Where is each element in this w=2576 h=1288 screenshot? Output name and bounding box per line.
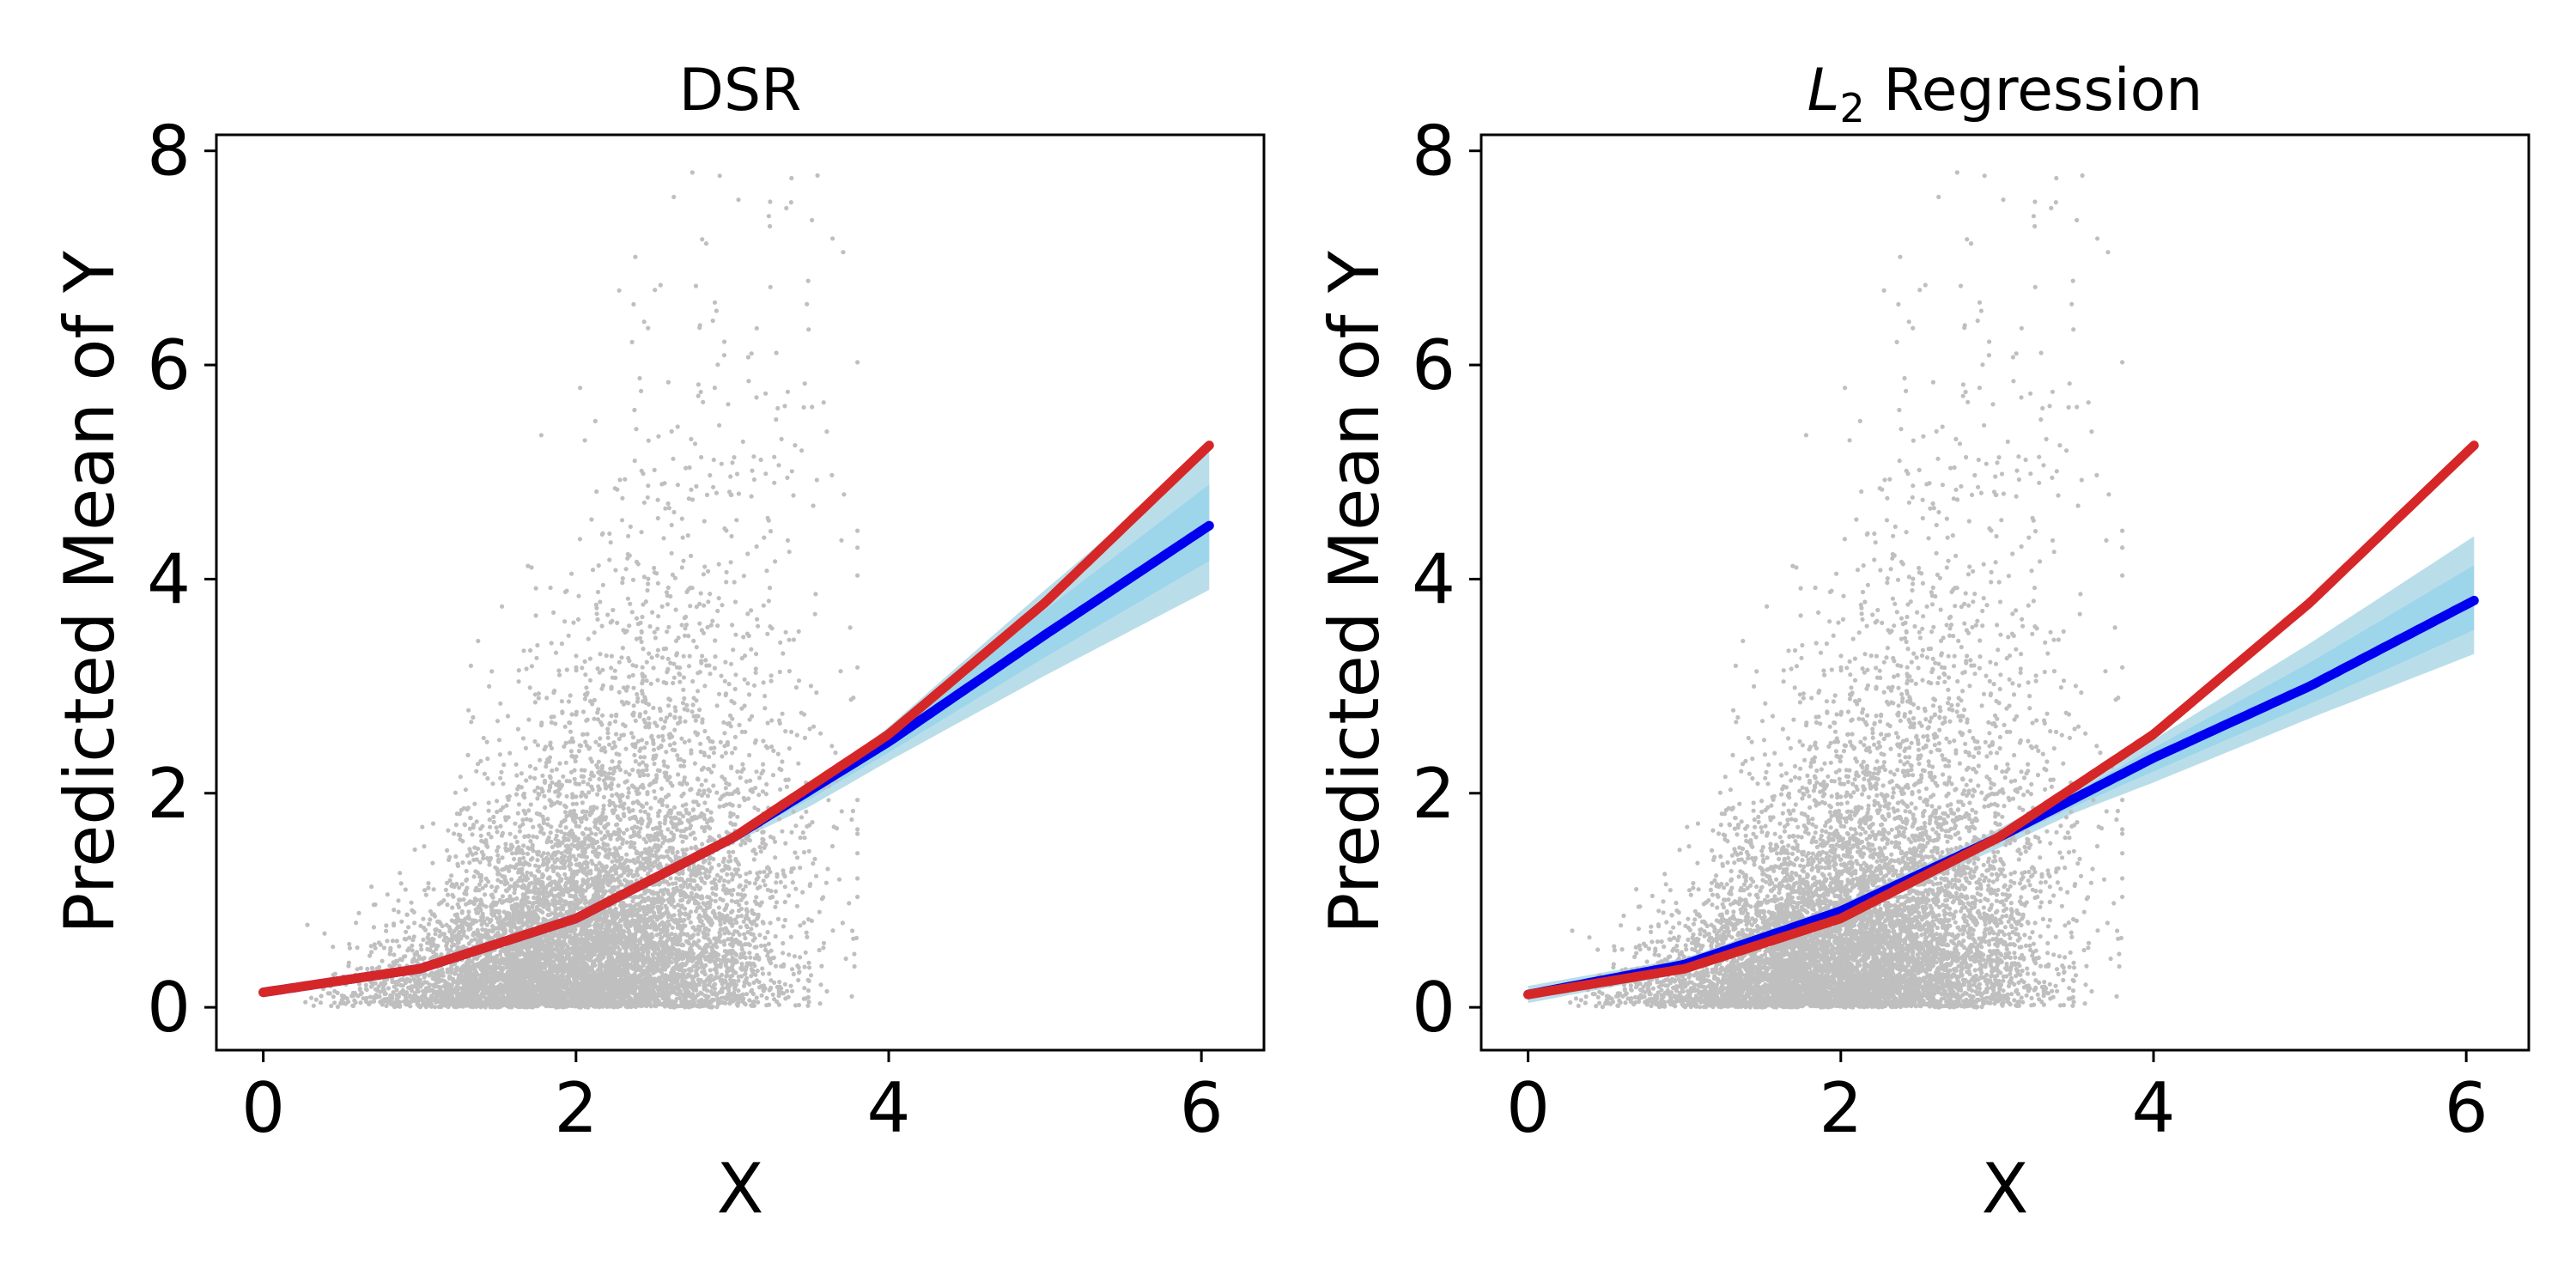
panel-dsr-tick-layer: 0 2 4 6 0 2 4 6 8 xyxy=(147,112,1224,1148)
panel-l2-line-layer xyxy=(1523,440,2479,999)
y-tick-label: 8 xyxy=(1412,112,1455,191)
x-tick-label: 0 xyxy=(241,1068,285,1148)
panel-l2: 0 2 4 6 0 2 4 6 8 L2 Regression X Predicted Mean… xyxy=(1315,57,2530,1229)
y-tick-label: 4 xyxy=(147,539,191,619)
y-tick-label: 4 xyxy=(1412,539,1455,619)
x-tick-label: 4 xyxy=(2132,1068,2176,1148)
true-mean-line xyxy=(258,440,1214,998)
x-tick-label: 4 xyxy=(867,1068,911,1148)
panel-l2-ylabel: Predicted Mean of Y xyxy=(1315,250,1394,934)
x-tick-label: 6 xyxy=(2445,1068,2488,1148)
panel-l2-scatter-layer xyxy=(1568,170,2125,1010)
y-tick-label: 0 xyxy=(1412,968,1455,1048)
panel-dsr: 0 2 4 6 0 2 4 6 8 DSR X Predicted Mean of Y xyxy=(50,57,1266,1229)
panel-l2-xlabel: X xyxy=(1982,1149,2029,1229)
y-tick-label: 6 xyxy=(1412,325,1455,405)
x-tick-label: 2 xyxy=(1819,1068,1862,1148)
panel-dsr-ylabel: Predicted Mean of Y xyxy=(50,250,130,934)
panel-l2-background xyxy=(1481,135,2529,1050)
panel-dsr-frame xyxy=(215,133,1266,1052)
scatter-points xyxy=(303,170,860,1010)
true-mean-line xyxy=(1523,440,2479,999)
y-tick-label: 6 xyxy=(147,325,191,405)
panel-dsr-xlabel: X xyxy=(717,1149,764,1229)
x-tick-label: 2 xyxy=(554,1068,598,1148)
panel-dsr-title: DSR xyxy=(679,57,802,125)
panel-l2-tick-layer: 0 2 4 6 0 2 4 6 8 xyxy=(1412,112,2488,1148)
y-tick-label: 8 xyxy=(147,112,191,191)
y-tick-label: 2 xyxy=(1412,754,1455,834)
panel-l2-frame xyxy=(1479,133,2530,1052)
y-tick-label: 0 xyxy=(147,968,191,1048)
panel-dsr-line-layer xyxy=(258,440,1214,998)
x-tick-label: 0 xyxy=(1506,1068,1550,1148)
scatter-points xyxy=(1568,170,2125,1010)
x-tick-label: 6 xyxy=(1180,1068,1224,1148)
y-tick-label: 2 xyxy=(147,754,191,834)
panel-l2-title: L2 Regression xyxy=(1807,57,2203,131)
panel-dsr-scatter-layer xyxy=(303,170,860,1010)
